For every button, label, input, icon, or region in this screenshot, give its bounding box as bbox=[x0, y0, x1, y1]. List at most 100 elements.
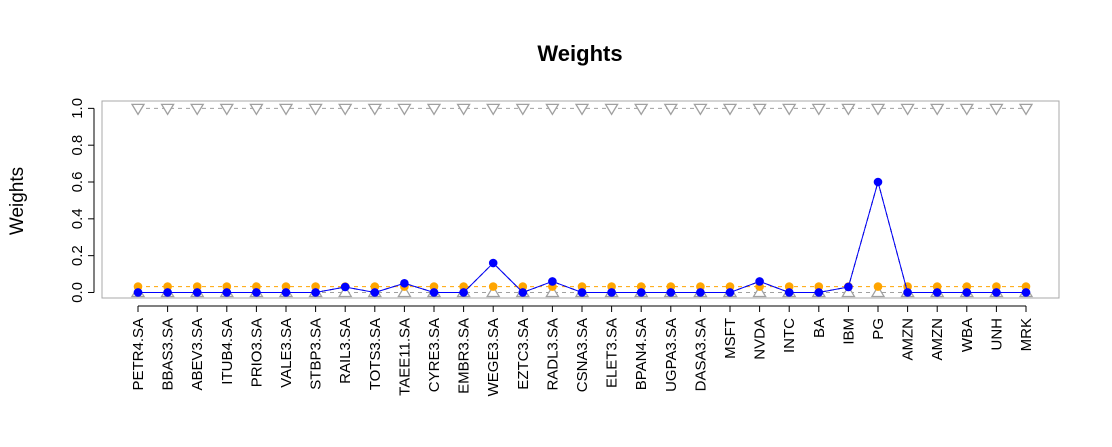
data-point bbox=[811, 103, 826, 116]
data-point bbox=[900, 103, 915, 116]
x-tick-label: STBP3.SA bbox=[308, 318, 325, 390]
series-layer bbox=[130, 103, 1034, 298]
data-point bbox=[636, 288, 646, 297]
data-point bbox=[515, 103, 530, 116]
x-tick-label: IBM bbox=[840, 318, 857, 345]
x-tick-label: TOTS3.SA bbox=[367, 318, 384, 390]
data-point bbox=[249, 103, 264, 116]
data-point bbox=[486, 285, 501, 298]
data-point bbox=[311, 288, 320, 297]
data-point bbox=[456, 103, 471, 116]
data-point bbox=[782, 103, 797, 116]
x-tick-label: PRIO3.SA bbox=[248, 318, 265, 387]
x-tick-label: ABEV3.SA bbox=[189, 318, 206, 391]
data-point bbox=[752, 103, 767, 116]
data-point bbox=[814, 282, 824, 291]
plot-frame bbox=[101, 100, 1060, 299]
x-tick-label: RAIL3.SA bbox=[337, 318, 354, 384]
data-point bbox=[989, 103, 1004, 116]
data-point bbox=[338, 103, 353, 116]
data-point bbox=[666, 288, 676, 297]
data-point bbox=[663, 103, 678, 116]
data-point bbox=[222, 282, 232, 291]
data-point bbox=[281, 288, 291, 297]
data-point bbox=[722, 103, 738, 116]
data-point bbox=[870, 103, 886, 116]
x-tick-label: EMBR3.SA bbox=[456, 318, 473, 394]
data-point bbox=[873, 282, 883, 291]
y-axis: 0.0 0.2 0.4 0.6 0.8 1.0 bbox=[69, 98, 95, 303]
data-point bbox=[545, 285, 560, 298]
data-point bbox=[219, 103, 234, 116]
data-point bbox=[308, 103, 323, 116]
data-point bbox=[636, 282, 646, 291]
data-point bbox=[459, 288, 468, 297]
data-point bbox=[252, 282, 261, 291]
data-point bbox=[666, 282, 676, 291]
x-tick-label: MRK bbox=[1018, 318, 1035, 351]
chart-title: Weights bbox=[537, 41, 622, 66]
data-point bbox=[429, 282, 439, 291]
x-tick-label: BBAS3.SA bbox=[160, 318, 177, 391]
x-tick-label: RADL3.SA bbox=[544, 318, 561, 391]
data-point bbox=[962, 282, 972, 291]
x-tick-label: CYRE3.SA bbox=[426, 318, 443, 392]
data-point bbox=[370, 288, 380, 297]
data-point bbox=[252, 288, 261, 297]
data-point bbox=[607, 288, 616, 297]
data-point bbox=[696, 282, 705, 291]
data-point bbox=[962, 288, 972, 297]
data-point bbox=[133, 282, 143, 291]
x-tick-label: NVDA bbox=[752, 318, 769, 360]
data-point bbox=[992, 288, 1001, 297]
x-tick-label: ITUB4.SA bbox=[219, 318, 236, 385]
data-point bbox=[400, 278, 409, 288]
data-point bbox=[725, 288, 735, 297]
data-point bbox=[397, 103, 412, 116]
data-point bbox=[278, 103, 294, 116]
y-tick-label: 0.2 bbox=[69, 245, 86, 266]
data-point bbox=[873, 177, 883, 187]
data-point bbox=[577, 288, 587, 297]
data-point bbox=[1021, 288, 1031, 297]
y-tick-label: 0.0 bbox=[69, 282, 86, 303]
x-tick-label: EZTC3.SA bbox=[515, 318, 532, 390]
x-tick-label: ELET3.SA bbox=[604, 318, 621, 388]
data-point bbox=[222, 288, 232, 297]
data-point bbox=[429, 288, 439, 297]
data-point bbox=[370, 282, 380, 291]
data-point bbox=[577, 282, 587, 291]
x-tick-label: UGPA3.SA bbox=[663, 318, 680, 392]
x-tick-label: AMZN bbox=[900, 318, 917, 361]
x-tick-label: MSFT bbox=[722, 318, 739, 359]
x-tick-label: AMZN bbox=[929, 318, 946, 361]
data-point bbox=[1018, 103, 1034, 116]
x-tick-label: DASA3.SA bbox=[692, 318, 709, 391]
data-point bbox=[486, 103, 501, 116]
data-point bbox=[338, 285, 353, 298]
x-tick-label: CSNA3.SA bbox=[574, 318, 591, 392]
data-point bbox=[163, 288, 172, 297]
data-point bbox=[190, 103, 205, 116]
data-point bbox=[932, 288, 942, 297]
data-point bbox=[693, 103, 708, 116]
data-point bbox=[163, 282, 172, 291]
y-axis-label: Weights bbox=[7, 167, 28, 235]
data-point bbox=[903, 288, 912, 297]
x-tick-label: TAEE11.SA bbox=[396, 318, 413, 396]
data-point bbox=[281, 282, 291, 291]
data-point bbox=[459, 282, 468, 291]
data-point bbox=[784, 288, 794, 297]
data-point bbox=[426, 103, 442, 116]
data-point bbox=[488, 258, 498, 268]
y-tick-label: 0.4 bbox=[69, 208, 86, 229]
data-point bbox=[574, 103, 590, 116]
series-0 bbox=[130, 103, 1034, 116]
data-point bbox=[696, 288, 705, 297]
data-point bbox=[844, 282, 853, 292]
y-tick-label: 0.8 bbox=[69, 135, 86, 156]
x-axis: PETR4.SA BBAS3.SA ABEV3.SA ITUB4.SA PRIO3.SA… bbox=[130, 305, 1035, 396]
data-point bbox=[870, 285, 886, 298]
x-tick-label: INTC bbox=[781, 318, 798, 353]
data-point bbox=[814, 288, 824, 297]
